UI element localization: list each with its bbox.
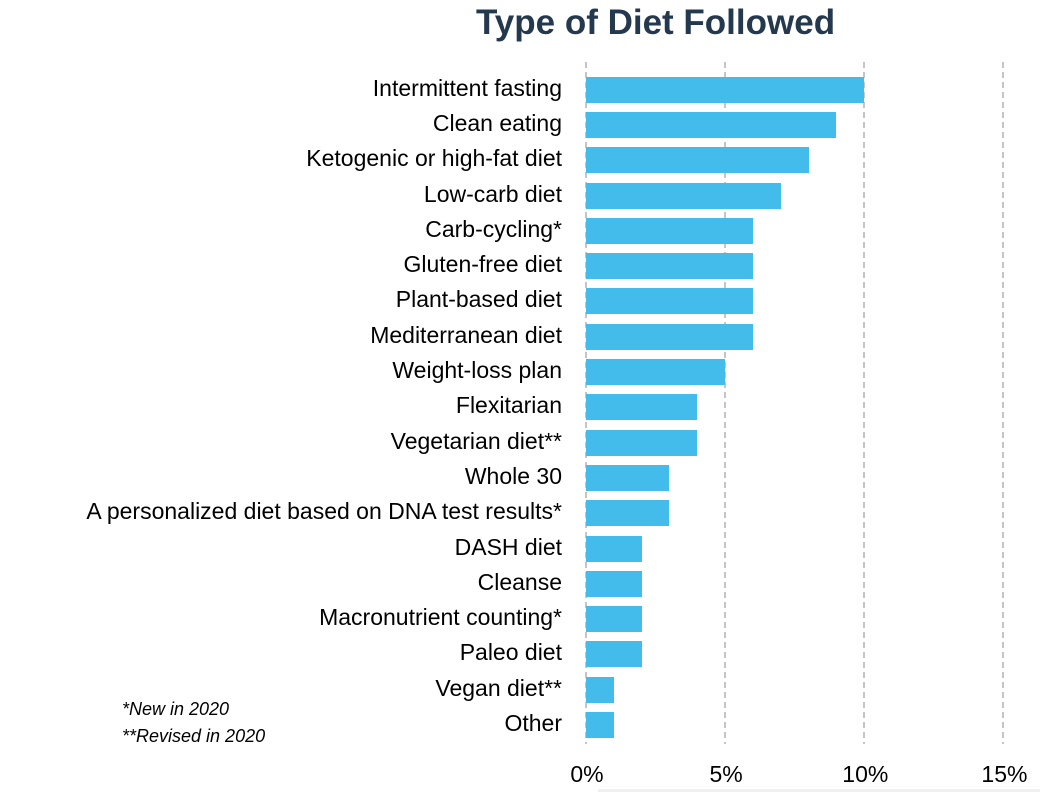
footnotes: *New in 2020 **Revised in 2020 bbox=[122, 696, 265, 750]
category-label: Gluten-free diet bbox=[403, 251, 562, 278]
value-bar bbox=[586, 676, 614, 703]
category-label: Intermittent fasting bbox=[372, 74, 562, 101]
value-bar bbox=[586, 147, 809, 174]
value-bar bbox=[586, 570, 642, 597]
category-label: Vegan diet** bbox=[435, 674, 562, 701]
value-bar bbox=[586, 606, 642, 633]
category-label: Flexitarian bbox=[455, 392, 562, 419]
category-label: Other bbox=[504, 710, 562, 736]
category-label: Weight-loss plan bbox=[392, 357, 562, 383]
value-bar bbox=[586, 712, 614, 738]
category-label: Paleo diet bbox=[459, 639, 562, 666]
category-label: Ketogenic or high-fat diet bbox=[306, 145, 562, 172]
value-bar bbox=[586, 394, 698, 421]
x-axis-label: 10% bbox=[842, 761, 889, 787]
category-label: Whole 30 bbox=[464, 462, 562, 489]
value-bar bbox=[586, 217, 753, 244]
chart-title: Type of Diet Followed bbox=[476, 3, 836, 42]
axis-bottom-edge bbox=[598, 789, 1040, 792]
category-label: Cleanse bbox=[477, 568, 562, 595]
category-label: Low-carb diet bbox=[423, 180, 562, 207]
category-label: Clean eating bbox=[432, 109, 562, 136]
value-bar bbox=[586, 535, 642, 562]
gridline bbox=[863, 62, 866, 744]
value-bar bbox=[586, 359, 726, 385]
value-bar bbox=[586, 182, 781, 209]
footnote-new-2020: *New in 2020 bbox=[122, 699, 230, 719]
category-label: A personalized diet based on DNA test re… bbox=[86, 498, 562, 525]
x-axis-label: 0% bbox=[570, 761, 604, 787]
category-label: Plant-based diet bbox=[395, 286, 562, 313]
value-bar bbox=[586, 76, 865, 103]
category-label: Mediterranean diet bbox=[370, 321, 562, 348]
x-axis-label: 15% bbox=[981, 761, 1028, 787]
value-bar bbox=[586, 641, 642, 668]
x-axis-label: 5% bbox=[709, 761, 743, 787]
category-label: Vegetarian diet** bbox=[390, 427, 562, 454]
value-bar bbox=[586, 253, 753, 280]
footnote-revised-2020: **Revised in 2020 bbox=[122, 726, 266, 746]
category-label: Macronutrient counting* bbox=[319, 604, 562, 631]
value-bar bbox=[586, 111, 837, 138]
value-bar bbox=[586, 429, 698, 456]
category-label: DASH diet bbox=[454, 533, 562, 560]
gridline bbox=[1002, 62, 1005, 744]
value-bar bbox=[586, 323, 753, 350]
value-bar bbox=[586, 464, 670, 491]
value-bar bbox=[586, 500, 670, 527]
gridline bbox=[724, 62, 727, 744]
category-label: Carb-cycling* bbox=[425, 215, 562, 242]
value-bar bbox=[586, 288, 753, 315]
